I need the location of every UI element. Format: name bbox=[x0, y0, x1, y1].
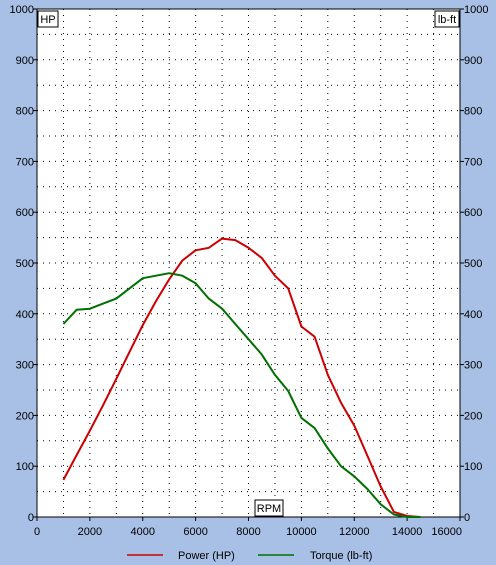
y-tick-label-left: 900 bbox=[16, 55, 34, 67]
y-tick-label-right: 400 bbox=[464, 309, 482, 321]
series-layer bbox=[62, 237, 421, 518]
y-tick-label-left: 800 bbox=[16, 106, 34, 118]
y-tick-label-left: 500 bbox=[16, 258, 34, 270]
x-axis-label-text: RPM bbox=[257, 503, 281, 515]
y-tick-label-left: 1000 bbox=[10, 4, 34, 16]
power-curve bbox=[62, 237, 421, 518]
legend-torque-label: Torque (lb-ft) bbox=[310, 550, 372, 562]
y-tick-label-right: 100 bbox=[464, 461, 482, 473]
y-tick-label-right: 200 bbox=[464, 410, 482, 422]
x-tick-label: 12000 bbox=[339, 526, 370, 538]
x-axis-label: RPM bbox=[254, 499, 284, 517]
legend: Power (HP) Torque (lb-ft) bbox=[127, 550, 372, 562]
y-tick-label-left: 100 bbox=[16, 461, 34, 473]
plot-area bbox=[36, 8, 461, 518]
y-tick-label-left: 0 bbox=[28, 512, 34, 524]
x-tick-label: 0 bbox=[34, 526, 40, 538]
y-tick-label-right: 500 bbox=[464, 258, 482, 270]
right-axis-label: lb-ft bbox=[434, 10, 460, 28]
y-tick-label-right: 1000 bbox=[464, 4, 488, 16]
y-tick-label-right: 0 bbox=[464, 512, 470, 524]
x-tick-label: 4000 bbox=[131, 526, 155, 538]
x-tick-label: 6000 bbox=[183, 526, 207, 538]
x-tick-label: 8000 bbox=[236, 526, 260, 538]
right-axis-label-text: lb-ft bbox=[438, 14, 456, 26]
left-axis-label-text: HP bbox=[40, 14, 55, 26]
x-tick-label: 10000 bbox=[286, 526, 317, 538]
left-axis-label: HP bbox=[37, 10, 59, 28]
y-tick-label-left: 300 bbox=[16, 360, 34, 372]
x-tick-label: 16000 bbox=[431, 526, 462, 538]
x-tick-label: 2000 bbox=[78, 526, 102, 538]
legend-power-label: Power (HP) bbox=[178, 550, 235, 562]
y-tick-label-left: 400 bbox=[16, 309, 34, 321]
y-tick-label-left: 700 bbox=[16, 156, 34, 168]
y-tick-label-right: 700 bbox=[464, 156, 482, 168]
y-tick-label-right: 600 bbox=[464, 207, 482, 219]
torque-curve bbox=[62, 272, 421, 518]
y-tick-label-right: 800 bbox=[464, 106, 482, 118]
y-tick-label-left: 600 bbox=[16, 207, 34, 219]
x-tick-label: 14000 bbox=[392, 526, 423, 538]
y-tick-label-left: 200 bbox=[16, 410, 34, 422]
grid-layer bbox=[37, 9, 460, 517]
y-tick-label-right: 900 bbox=[464, 55, 482, 67]
y-tick-label-right: 300 bbox=[464, 360, 482, 372]
